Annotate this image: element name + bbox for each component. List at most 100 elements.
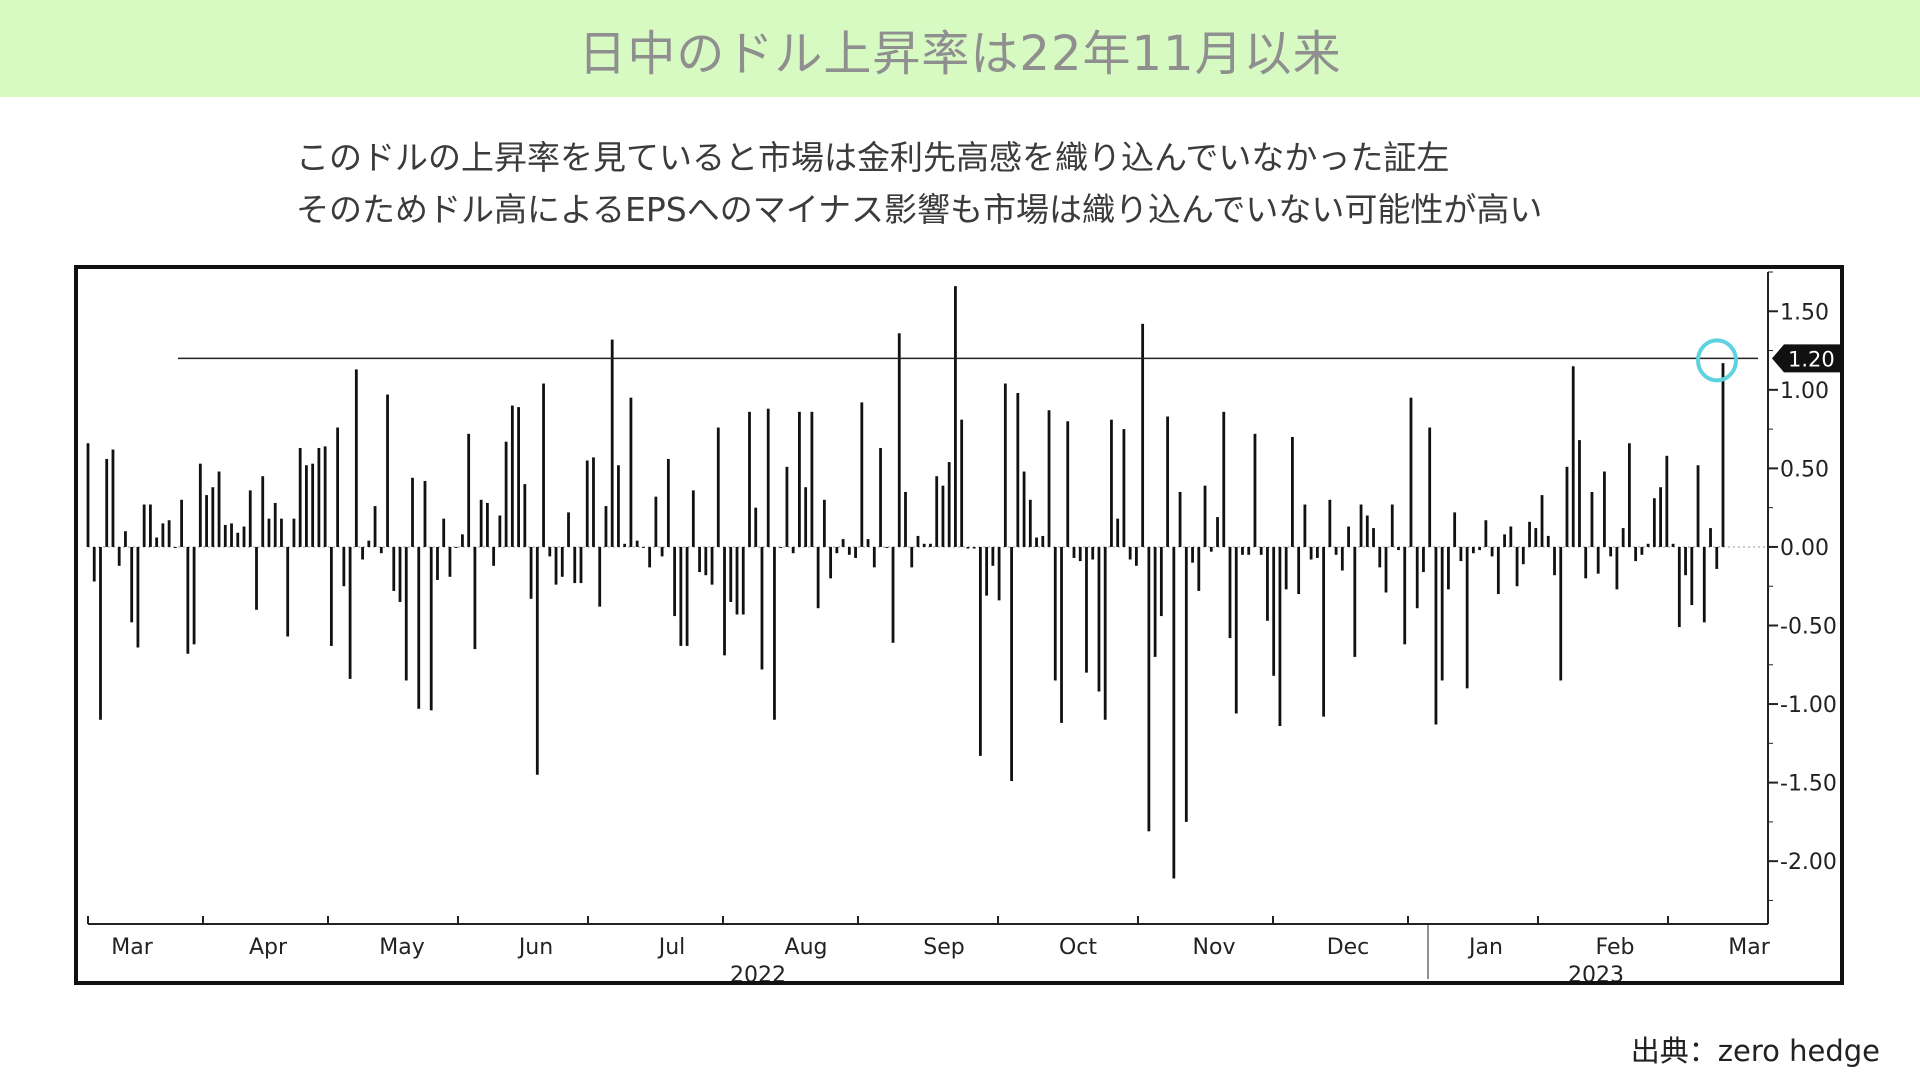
- bar: [554, 546, 558, 585]
- bar: [660, 546, 664, 557]
- bar: [1122, 429, 1126, 547]
- bar: [392, 546, 396, 591]
- bar: [1234, 546, 1238, 714]
- bar: [498, 515, 502, 547]
- bar: [173, 546, 177, 548]
- bar: [1072, 546, 1076, 558]
- x-tick-label: Sep: [923, 935, 964, 960]
- bar: [1634, 546, 1638, 562]
- bar: [1291, 436, 1294, 547]
- bar: [1359, 504, 1363, 547]
- bar: [841, 539, 845, 547]
- x-tick-label: Aug: [785, 935, 828, 960]
- bar: [504, 441, 508, 547]
- bar: [1652, 498, 1656, 547]
- bar: [1091, 546, 1095, 560]
- bar: [897, 333, 901, 547]
- bar: [1684, 546, 1687, 576]
- bar: [348, 546, 352, 679]
- bar: [1403, 546, 1407, 645]
- bar: [1203, 485, 1207, 547]
- bar: [230, 523, 233, 547]
- bar: [286, 546, 290, 637]
- bar: [1085, 546, 1088, 673]
- bar: [454, 546, 458, 548]
- bar: [1278, 546, 1282, 727]
- bar: [879, 447, 882, 547]
- bar: [985, 546, 989, 596]
- bar: [1315, 546, 1319, 558]
- bar: [1453, 512, 1457, 547]
- bar: [991, 546, 995, 566]
- bar: [1534, 528, 1538, 547]
- bar: [1596, 546, 1600, 574]
- bar: [810, 411, 814, 547]
- bar: [1590, 491, 1594, 547]
- bar: [86, 443, 90, 547]
- y-tick-label: -1.50: [1780, 772, 1837, 797]
- bar: [124, 531, 127, 547]
- bar: [766, 408, 770, 547]
- year-label: 2022: [730, 963, 786, 981]
- bar: [1571, 366, 1575, 547]
- bar: [155, 537, 159, 547]
- bar: [929, 543, 932, 547]
- bar: [379, 546, 383, 554]
- bar: [1378, 546, 1382, 568]
- bar: [1690, 546, 1694, 606]
- bar: [161, 523, 165, 547]
- bar-chart: 1.50 1.00 0.50 0.00 -0.50 -1.00 -1.50 -2.00 1.20…: [86, 271, 1840, 981]
- bar: [367, 540, 371, 547]
- bar: [904, 491, 907, 547]
- bar: [679, 546, 683, 646]
- bar: [280, 518, 283, 547]
- bar: [1621, 528, 1625, 547]
- chart-frame: 1.50 1.00 0.50 0.00 -0.50 -1.00 -1.50 -2.00 1.20…: [74, 265, 1844, 985]
- bar: [398, 546, 402, 602]
- bar: [785, 466, 789, 547]
- bar: [1328, 499, 1332, 547]
- bar: [1197, 546, 1201, 591]
- bar: [654, 496, 658, 547]
- bar: [1503, 534, 1506, 547]
- bar: [510, 405, 514, 547]
- bar: [529, 546, 533, 599]
- subtitle-line-2: そのためドル高によるEPSへのマイナス影響も市場は織り込んでいない可能性が高い: [296, 190, 1543, 229]
- bar: [361, 546, 364, 560]
- bar: [1384, 546, 1388, 593]
- bar: [1465, 546, 1469, 689]
- bar: [966, 546, 970, 549]
- bar: [1665, 455, 1669, 547]
- bar: [1659, 487, 1662, 547]
- bar: [1297, 546, 1301, 595]
- bar: [816, 546, 820, 609]
- bar: [1409, 397, 1413, 547]
- bar: [417, 546, 421, 709]
- highlight-circle: [1696, 338, 1738, 383]
- bar: [1353, 546, 1357, 657]
- bar: [1627, 443, 1631, 547]
- bar: [978, 546, 982, 756]
- bar: [854, 546, 857, 558]
- x-tick-label: Mar: [111, 935, 153, 960]
- bar: [436, 546, 439, 580]
- bar: [1272, 546, 1276, 676]
- bar: [1428, 427, 1432, 547]
- bar: [1128, 546, 1132, 560]
- bar: [492, 546, 496, 566]
- bar: [105, 458, 109, 547]
- bar: [1184, 546, 1188, 822]
- bar: [829, 546, 833, 579]
- bar: [947, 462, 951, 547]
- bar: [111, 449, 115, 547]
- x-tick-label: Dec: [1327, 935, 1370, 960]
- bar: [1228, 546, 1232, 639]
- bar: [1247, 546, 1251, 555]
- bar: [716, 427, 720, 547]
- bar: [248, 490, 252, 547]
- bar: [1490, 546, 1494, 557]
- bar: [773, 546, 776, 720]
- bar: [142, 504, 146, 547]
- x-tick-label: Oct: [1059, 935, 1097, 960]
- bar: [236, 532, 240, 547]
